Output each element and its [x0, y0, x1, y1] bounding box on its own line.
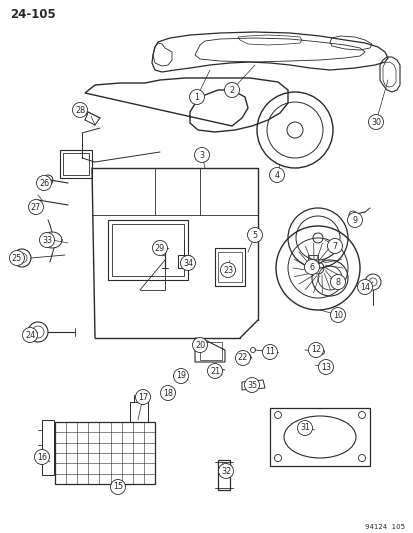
Circle shape	[72, 102, 87, 117]
Circle shape	[34, 449, 50, 464]
Text: 14: 14	[359, 282, 369, 292]
Text: 22: 22	[237, 353, 247, 362]
Text: 19: 19	[176, 372, 185, 381]
Text: 1: 1	[194, 93, 199, 101]
Text: 9: 9	[351, 215, 357, 224]
Text: 34: 34	[183, 259, 192, 268]
Text: 13: 13	[320, 362, 330, 372]
Text: 30: 30	[370, 117, 380, 126]
Text: 31: 31	[299, 424, 309, 432]
Text: 7: 7	[332, 241, 337, 251]
Circle shape	[368, 115, 382, 130]
Text: 11: 11	[264, 348, 274, 357]
Circle shape	[160, 385, 175, 400]
Text: 21: 21	[209, 367, 220, 376]
Text: 20: 20	[195, 341, 204, 350]
Circle shape	[36, 175, 51, 190]
Circle shape	[297, 421, 312, 435]
Text: 10: 10	[332, 311, 342, 319]
Circle shape	[152, 240, 167, 255]
Circle shape	[262, 344, 277, 359]
Circle shape	[192, 337, 207, 352]
Circle shape	[330, 308, 345, 322]
Circle shape	[173, 368, 188, 384]
Circle shape	[189, 90, 204, 104]
Circle shape	[357, 279, 372, 295]
Circle shape	[135, 390, 150, 405]
Circle shape	[308, 343, 323, 358]
Bar	[60, 150, 92, 178]
Text: 35: 35	[246, 381, 256, 390]
Text: 17: 17	[138, 392, 148, 401]
Bar	[269, 408, 369, 466]
Circle shape	[304, 260, 319, 274]
Circle shape	[235, 351, 250, 366]
Text: 29: 29	[154, 244, 165, 253]
Bar	[55, 422, 154, 484]
Text: 2: 2	[229, 85, 234, 94]
Text: 32: 32	[221, 466, 230, 475]
Bar	[199, 342, 221, 360]
Circle shape	[180, 255, 195, 271]
Text: 26: 26	[39, 179, 49, 188]
Text: 3: 3	[199, 150, 204, 159]
Circle shape	[220, 262, 235, 278]
Bar	[130, 402, 147, 422]
Circle shape	[347, 213, 362, 228]
Bar	[112, 224, 183, 276]
Bar	[218, 252, 242, 282]
Text: 18: 18	[163, 389, 173, 398]
Circle shape	[218, 464, 233, 479]
Circle shape	[110, 480, 125, 495]
Text: 12: 12	[310, 345, 320, 354]
Text: 33: 33	[42, 236, 52, 245]
Bar	[108, 220, 188, 280]
Bar	[218, 460, 230, 490]
Circle shape	[194, 148, 209, 163]
Text: 27: 27	[31, 203, 41, 212]
Text: 24-105: 24-105	[10, 8, 56, 21]
Circle shape	[269, 167, 284, 182]
Text: 5: 5	[252, 230, 257, 239]
Text: 15: 15	[113, 482, 123, 491]
Text: 25: 25	[12, 254, 22, 262]
Circle shape	[330, 274, 345, 289]
Text: 4: 4	[274, 171, 279, 180]
Text: 8: 8	[335, 278, 339, 287]
Text: 28: 28	[75, 106, 85, 115]
Bar	[63, 153, 89, 175]
Text: 16: 16	[37, 453, 47, 462]
Bar	[214, 248, 244, 286]
Text: 94124  105: 94124 105	[364, 524, 404, 530]
Circle shape	[247, 228, 262, 243]
Circle shape	[207, 364, 222, 378]
Circle shape	[9, 251, 24, 265]
Circle shape	[22, 327, 38, 343]
Circle shape	[224, 83, 239, 98]
Text: 24: 24	[25, 330, 35, 340]
Text: 6: 6	[309, 262, 314, 271]
Circle shape	[327, 238, 342, 254]
Text: 23: 23	[222, 265, 233, 274]
Circle shape	[318, 359, 333, 375]
Circle shape	[39, 232, 55, 247]
Bar	[307, 255, 317, 263]
Circle shape	[244, 377, 259, 392]
Circle shape	[28, 199, 43, 214]
Bar	[42, 420, 54, 475]
